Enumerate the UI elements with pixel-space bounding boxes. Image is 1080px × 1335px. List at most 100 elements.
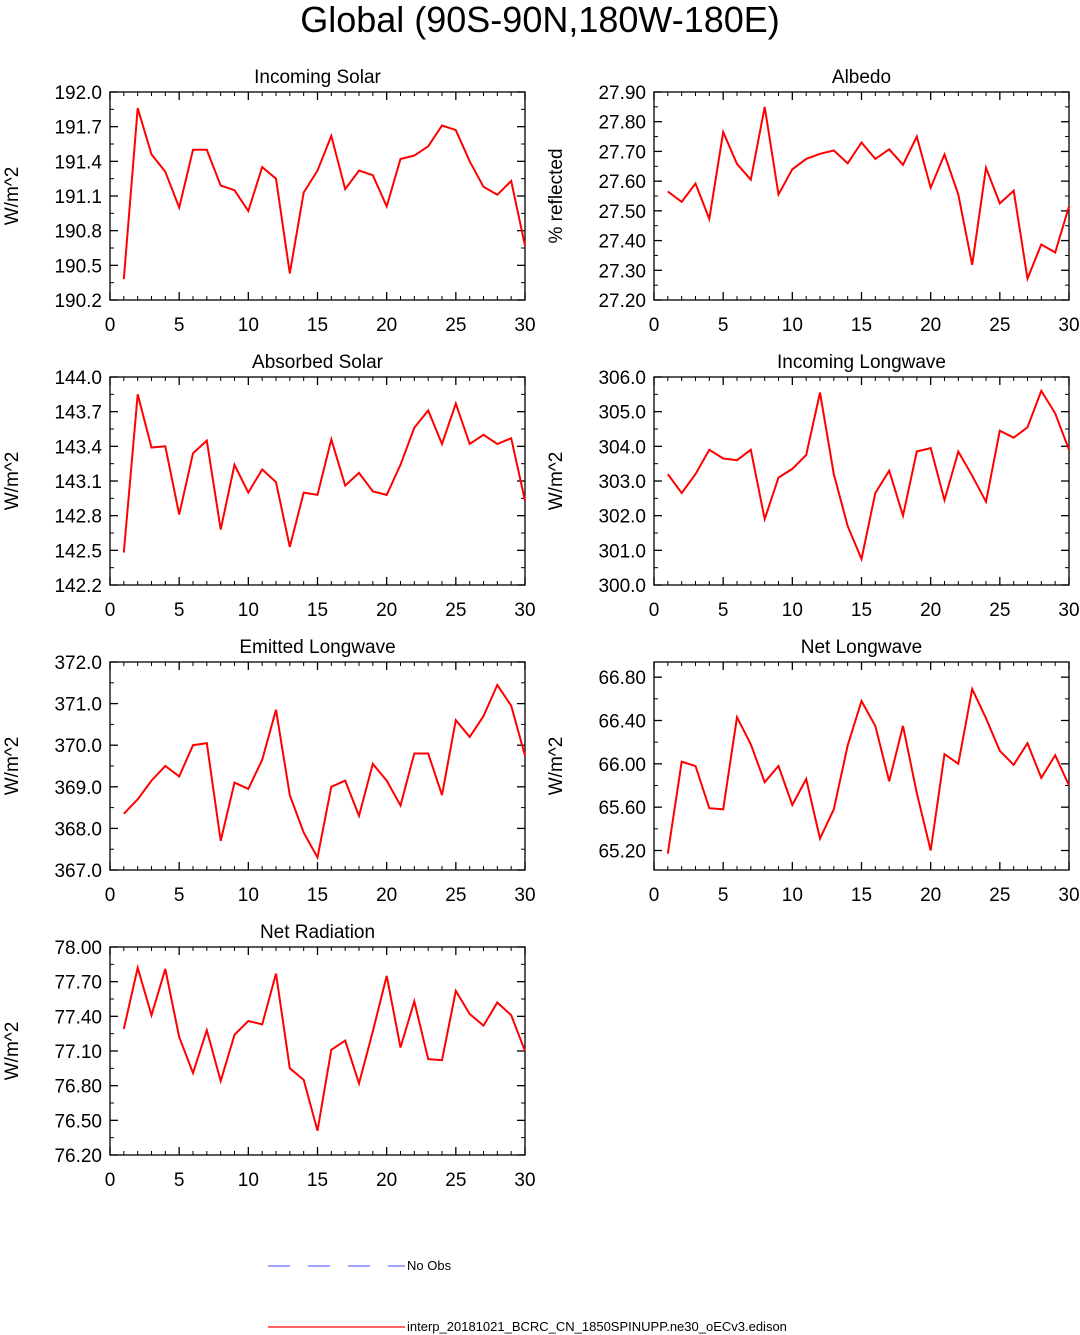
x-tick-label: 30 xyxy=(1058,600,1079,621)
y-tick-label: 301.0 xyxy=(598,541,646,562)
y-tick-label: 370.0 xyxy=(54,736,102,757)
y-tick-label: 142.2 xyxy=(54,576,102,597)
series-line-model xyxy=(666,388,1070,563)
x-tick-label: 10 xyxy=(238,885,259,906)
x-tick-label: 15 xyxy=(307,885,328,906)
chart-panel-3: Absorbed Solar W/m^2 142.2 142.5 142.8 143.1 1… xyxy=(2,352,536,621)
y-tick-label: 367.0 xyxy=(54,861,102,882)
y-tick-label: 65.20 xyxy=(598,842,646,863)
x-tick-label: 10 xyxy=(782,315,803,336)
y-axis-label: W/m^2 xyxy=(2,167,23,226)
y-tick-label: 27.40 xyxy=(598,232,646,253)
y-axis-label: % reflected xyxy=(546,148,567,243)
y-tick-label: 77.10 xyxy=(54,1042,102,1063)
chart-title: Net Radiation xyxy=(260,922,375,943)
legend: No Obs interp_20181021_BCRC_CN_1850SPINUP… xyxy=(268,1258,787,1334)
x-tick-label: 15 xyxy=(307,315,328,336)
chart-title: Net Longwave xyxy=(801,637,922,658)
y-tick-label: 190.8 xyxy=(54,222,102,243)
x-tick-label: 20 xyxy=(376,885,397,906)
y-tick-label: 190.2 xyxy=(54,291,102,312)
x-tick-label: 25 xyxy=(445,885,466,906)
x-tick-label: 5 xyxy=(718,600,729,621)
x-tick-label: 15 xyxy=(851,315,872,336)
plot-frame xyxy=(653,661,1070,871)
series-line-model xyxy=(666,685,1070,854)
x-tick-label: 5 xyxy=(718,315,729,336)
y-axis-label: W/m^2 xyxy=(2,1022,23,1081)
y-axis-label: W/m^2 xyxy=(2,737,23,796)
y-tick-label: 76.80 xyxy=(54,1077,102,1098)
chart-title: Albedo xyxy=(832,67,891,88)
x-tick-label: 0 xyxy=(105,315,116,336)
x-tick-label: 0 xyxy=(105,1170,116,1191)
y-tick-label: 142.8 xyxy=(54,507,102,528)
x-tick-label: 10 xyxy=(238,315,259,336)
x-tick-label: 30 xyxy=(1058,315,1079,336)
chart-title: Incoming Solar xyxy=(254,67,381,88)
y-tick-label: 303.0 xyxy=(598,472,646,493)
chart-title: Absorbed Solar xyxy=(252,352,384,373)
x-tick-label: 25 xyxy=(989,885,1010,906)
x-tick-label: 20 xyxy=(376,600,397,621)
x-tick-label: 25 xyxy=(445,600,466,621)
x-tick-label: 20 xyxy=(376,1170,397,1191)
x-tick-label: 20 xyxy=(920,885,941,906)
y-tick-label: 190.5 xyxy=(54,256,102,277)
y-tick-label: 144.0 xyxy=(54,368,102,389)
x-tick-label: 25 xyxy=(989,315,1010,336)
x-tick-label: 15 xyxy=(851,885,872,906)
x-tick-label: 25 xyxy=(445,315,466,336)
y-tick-label: 27.80 xyxy=(598,113,646,134)
y-tick-label: 368.0 xyxy=(54,819,102,840)
chart-panel-5: Emitted Longwave W/m^2 367.0 368.0 369.0 370.… xyxy=(2,637,536,906)
y-tick-label: 142.5 xyxy=(54,541,102,562)
y-tick-label: 372.0 xyxy=(54,653,102,674)
x-tick-label: 30 xyxy=(514,600,535,621)
x-tick-label: 0 xyxy=(649,885,660,906)
y-tick-label: 304.0 xyxy=(598,437,646,458)
x-tick-label: 30 xyxy=(514,1170,535,1191)
chart-title: Emitted Longwave xyxy=(239,637,395,658)
x-tick-label: 30 xyxy=(514,885,535,906)
y-tick-label: 27.30 xyxy=(598,261,646,282)
chart-panel-1: Incoming Solar W/m^2 190.2 190.5 190.8 191.1 1… xyxy=(2,67,536,336)
series-line-model xyxy=(123,682,526,861)
y-tick-label: 27.90 xyxy=(598,83,646,104)
y-tick-label: 27.60 xyxy=(598,172,646,193)
series-line-model xyxy=(122,107,526,280)
plot-frame xyxy=(109,946,526,1156)
x-tick-label: 0 xyxy=(105,600,116,621)
y-tick-label: 143.4 xyxy=(54,437,102,458)
x-tick-label: 25 xyxy=(445,1170,466,1191)
x-tick-label: 15 xyxy=(851,600,872,621)
legend-model-label: interp_20181021_BCRC_CN_1850SPINUPP.ne30… xyxy=(407,1319,787,1334)
x-tick-label: 0 xyxy=(649,315,660,336)
x-tick-label: 5 xyxy=(174,1170,185,1191)
y-tick-label: 66.00 xyxy=(598,755,646,776)
y-axis-label: W/m^2 xyxy=(546,737,567,796)
y-tick-label: 78.00 xyxy=(54,938,102,959)
y-tick-label: 76.50 xyxy=(54,1111,102,1132)
y-tick-label: 66.40 xyxy=(598,712,646,733)
y-tick-label: 66.80 xyxy=(598,668,646,689)
x-tick-label: 10 xyxy=(782,885,803,906)
plot-frame xyxy=(109,661,526,871)
x-tick-label: 0 xyxy=(105,885,116,906)
chart-panel-2: Albedo % reflected 27.20 27.30 27.40 27.50 27.… xyxy=(546,67,1080,336)
y-tick-label: 143.7 xyxy=(54,403,102,424)
y-tick-label: 77.40 xyxy=(54,1007,102,1028)
series-line-model xyxy=(122,963,526,1131)
y-axis-label: W/m^2 xyxy=(546,452,567,511)
y-tick-label: 27.20 xyxy=(598,291,646,312)
y-tick-label: 371.0 xyxy=(54,695,102,716)
y-axis-label: W/m^2 xyxy=(2,452,23,511)
y-tick-label: 76.20 xyxy=(54,1146,102,1167)
x-tick-label: 10 xyxy=(782,600,803,621)
x-tick-label: 0 xyxy=(649,600,660,621)
y-tick-label: 191.4 xyxy=(54,152,102,173)
x-tick-label: 25 xyxy=(989,600,1010,621)
y-tick-label: 27.70 xyxy=(598,142,646,163)
series-line-model xyxy=(122,394,526,553)
y-tick-label: 191.1 xyxy=(54,187,102,208)
